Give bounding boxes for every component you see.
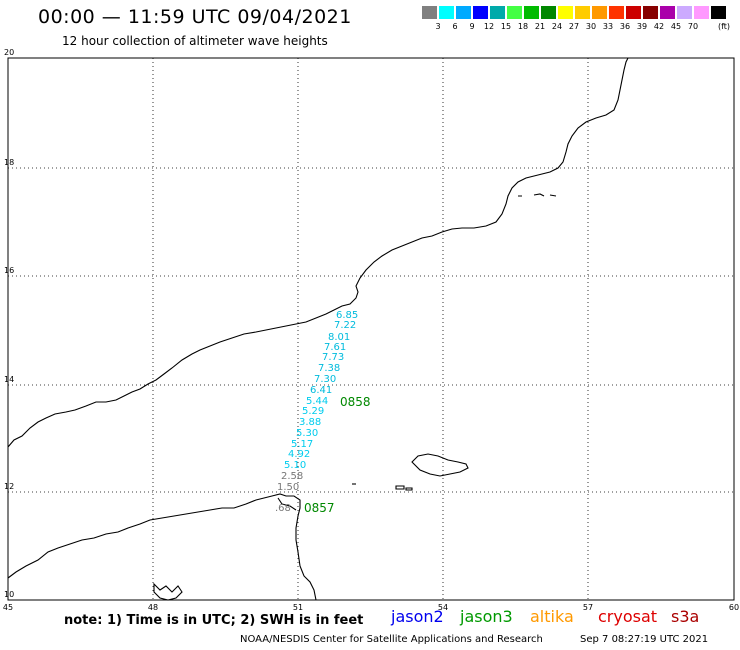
kuria-muria-islands [518,193,557,197]
wave-height-label: 5.44 [306,396,328,407]
legend-label: 24 [551,22,563,31]
latitude-tick-label: 10 [4,590,14,599]
legend-label: 70 [687,22,699,31]
legend-label: 15 [500,22,512,31]
map-frame [7,57,735,601]
legend-unit: (ft) [717,22,731,31]
legend-label: 18 [517,22,529,31]
pass-time-label: 0858 [340,395,371,409]
legend-swatch [693,5,710,20]
satellite-label: cryosat [598,607,658,626]
legend-label: 36 [619,22,631,31]
inland-feature [153,582,183,601]
color-legend [421,5,727,20]
legend-swatch [523,5,540,20]
latitude-tick-label: 18 [4,158,14,167]
small-island-a [395,485,405,490]
wave-height-label: 7.30 [314,374,336,385]
wave-height-label: 7.38 [318,363,340,374]
satellite-label: altika [530,607,574,626]
legend-swatch [506,5,523,20]
legend-swatch [642,5,659,20]
legend-swatch [540,5,557,20]
legend-swatch [489,5,506,20]
legend-swatch [608,5,625,20]
legend-swatch [659,5,676,20]
wave-height-label: 8.01 [328,332,350,343]
longitude-tick-label: 48 [148,603,158,612]
latitude-tick-label: 14 [4,375,14,384]
arabian-coastline [7,57,629,448]
legend-swatch [421,5,438,20]
wave-height-label: 6.85 [336,310,358,321]
legend-swatch [472,5,489,20]
wave-height-label: .68 [275,503,291,514]
legend-swatch [574,5,591,20]
legend-swatch [676,5,693,20]
wave-height-label: 3.88 [299,417,321,428]
wave-height-label: 6.41 [310,385,332,396]
wave-height-label: 4.92 [288,449,310,460]
gulf-detail [277,497,297,511]
wave-height-label: 1.50 [277,482,299,493]
wave-height-label: 5.29 [302,406,324,417]
legend-label: 21 [534,22,546,31]
wave-height-label: 7.73 [322,352,344,363]
wave-height-label: 5.10 [284,460,306,471]
legend-swatch [438,5,455,20]
latitude-tick-label: 16 [4,266,14,275]
legend-label: 33 [602,22,614,31]
map-title: 00:00 — 11:59 UTC 09/04/2021 [38,6,352,28]
generation-timestamp: Sep 7 08:27:19 UTC 2021 [580,634,709,645]
longitude-tick-label: 60 [729,603,739,612]
satellite-label: jason2 [391,607,444,626]
satellite-label: jason3 [460,607,513,626]
longitude-tick-label: 57 [583,603,593,612]
legend-label: 39 [636,22,648,31]
legend-swatch [455,5,472,20]
wave-height-label: 5.30 [296,428,318,439]
legend-label: 42 [653,22,665,31]
wave-height-label: 2.58 [281,471,303,482]
legend-label: 12 [483,22,495,31]
wave-height-label: 7.61 [324,342,346,353]
longitude-tick-label: 54 [438,603,448,612]
wave-height-label: 7.22 [334,320,356,331]
footer-note: note: 1) Time is in UTC; 2) SWH is in fe… [64,613,364,628]
legend-label: 30 [585,22,597,31]
legend-swatch [557,5,574,20]
small-island-b [405,487,413,491]
latitude-tick-label: 12 [4,482,14,491]
wave-height-labels: 6.857.228.017.617.737.387.306.415.445.29… [275,310,371,515]
coastline [7,57,629,601]
satellite-label: s3a [671,607,700,626]
longitude-tick-label: 51 [293,603,303,612]
legend-swatch [591,5,608,20]
legend-label: 9 [469,22,475,31]
legend-swatch [625,5,642,20]
latitude-labels: 20 18 16 14 12 10 [4,48,14,599]
lat-lon-grid [8,58,734,600]
map-subtitle: 12 hour collection of altimeter wave hei… [62,34,328,48]
wave-height-label: 5.17 [291,439,313,450]
longitude-labels: 45 48 51 54 57 60 [3,603,739,612]
socotra-island [411,453,469,477]
longitude-tick-label: 45 [3,603,13,612]
legend-label: 45 [670,22,682,31]
latitude-tick-label: 20 [4,48,14,57]
legend-swatch [710,5,727,20]
pass-time-label: 0857 [304,501,335,515]
legend-label: 27 [568,22,580,31]
legend-label: 6 [452,22,458,31]
somali-coastline [7,493,317,601]
credit-text: NOAA/NESDIS Center for Satellite Applica… [240,634,543,645]
legend-label: 3 [435,22,441,31]
